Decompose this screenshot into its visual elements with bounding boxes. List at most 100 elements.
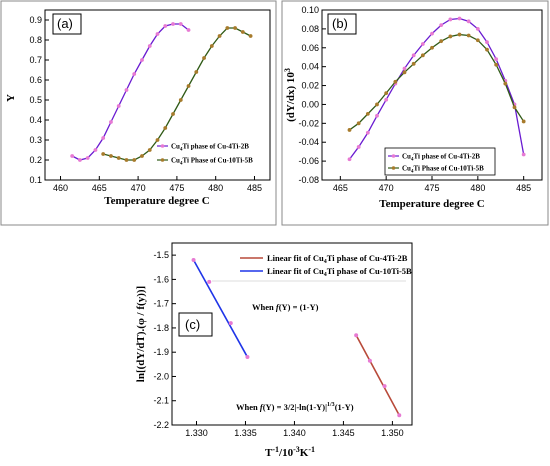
panel-a-legend: Cu4Ti phase of Cu-4Ti-2B Cu4Ti Phase of … [157, 143, 253, 167]
legend-a-label-2: Cu4Ti Phase of Cu-10Ti-5B [171, 157, 253, 167]
panel-b-series-line-1 [348, 17, 525, 160]
panel-b: 465 470 475 480 485 -0.08 -0.06 -0.04 -0.02 0.00 0… [283, 5, 543, 210]
panel-a-x-tick-label: 460 [53, 183, 68, 193]
panel-c-fit-line-2 [192, 259, 249, 358]
panel-a-y-tick-label: 0.2 [29, 155, 42, 165]
panel-b-point-2 [475, 38, 480, 43]
panel-a-plot-area [44, 9, 271, 181]
panel-b-point-1 [420, 42, 425, 46]
panel-c-series [191, 257, 402, 418]
panel-b-point-2 [411, 61, 416, 66]
panel-b-tag: (b) [332, 16, 348, 31]
panel-c-annotation-2: When f(Y) = 3/2|-ln(1-Y)|1/3(1-Y) [236, 402, 354, 412]
panel-b-point-1 [375, 113, 379, 118]
panel-c-point-1 [367, 358, 372, 363]
panel-b-y-tick-label: -0.02 [298, 118, 319, 128]
panel-b-point-2 [420, 53, 425, 58]
panel-b-point-2 [347, 128, 352, 132]
panel-c-x-tick-label: 1.335 [234, 428, 257, 438]
panel-b-y-tick-label: -0.08 [298, 175, 319, 185]
panel-b-y-tick-label: 0.00 [301, 99, 319, 109]
panel-b-point-1 [457, 16, 462, 21]
panel-b-point-2 [521, 119, 526, 124]
panel-a-series [70, 22, 253, 162]
panel-c-y-tick-label: -1.8 [153, 323, 169, 333]
panel-b-point-2 [402, 70, 407, 75]
panel-c-x-tick-label: 1.330 [185, 428, 208, 438]
panel-a-point-2 [225, 26, 230, 30]
panel-b-point-2 [466, 33, 471, 38]
panel-b-ylabel: (dY/dx) 103 [283, 68, 297, 122]
panel-b-point-2 [503, 81, 508, 86]
panel-c-point-2 [228, 321, 233, 326]
panel-c-y-tick-label: -2.2 [153, 420, 169, 430]
panel-a-y-tick-label: 0.4 [29, 115, 42, 125]
panel-a: 460 465 470 475 480 485 0.1 0.2 0.3 0.4 0.5 0.6 0.7 0… [5, 9, 271, 207]
panel-a-point-1 [140, 58, 144, 62]
panel-a-point-1 [186, 28, 191, 32]
panel-a-point-1 [163, 24, 168, 28]
panel-a-frame [0, 0, 277, 226]
panel-a-tag: (a) [57, 16, 73, 31]
panel-c-annotation-1: When f(Y) = (1-Y) [252, 302, 319, 312]
panel-c-ylabel: ln[(dY/dT).(φ / f(y))] [135, 286, 147, 382]
panel-a-point-1 [178, 22, 183, 26]
panel-b-x-tick-label: 480 [470, 183, 485, 193]
panel-c-y-tick-label: -1.7 [153, 299, 169, 309]
panel-b-x-tick-label: 465 [333, 183, 348, 193]
panel-a-series-line-1 [71, 23, 189, 161]
panel-a-y-tick-label: 0.8 [29, 35, 42, 45]
panel-a-y-tick-label: 0.9 [29, 15, 42, 25]
panel-a-point-2 [240, 30, 245, 34]
legend-c-label-1: Linear fit of Cu4Ti phase of Cu-4Ti-2B [267, 253, 408, 265]
panel-b-point-1 [439, 23, 444, 28]
panel-c-xlabel: T-1/10-3K-1 [265, 445, 315, 459]
panel-b-y-tick-label: 0.10 [301, 5, 319, 15]
panel-b-tag-box [327, 13, 357, 35]
legend-a-marker-2 [160, 158, 165, 162]
panel-c-fit-line-1 [355, 334, 400, 416]
panel-a-point-2 [124, 158, 129, 162]
panel-b-xlabel: Temperature degree C [379, 198, 485, 210]
panel-b-y-tick-label: -0.04 [298, 137, 319, 147]
panel-b-point-1 [521, 152, 526, 157]
panel-c-x-tick-label: 1.345 [332, 428, 355, 438]
panel-a-point-2 [202, 56, 206, 60]
panel-b-point-2 [512, 105, 517, 110]
panel-c-legend: Linear fit of Cu4Ti phase of Cu-4Ti-2B L… [212, 253, 412, 282]
panel-a-y-tick-label: 0.7 [29, 55, 42, 65]
panel-a-y-tick-label: 0.1 [29, 175, 42, 185]
panel-c-point-1 [382, 384, 387, 389]
panel-b-point-2 [393, 79, 398, 84]
panel-c-x-tick-label: 1.350 [381, 428, 404, 438]
panel-b-point-2 [485, 47, 489, 52]
panel-a-point-2 [233, 26, 237, 30]
panel-b-point-1 [475, 26, 480, 31]
panel-a-x-tick-label: 480 [208, 183, 223, 193]
legend-b-marker-2 [391, 166, 396, 170]
panel-a-point-2 [194, 70, 199, 74]
panel-a-point-1 [171, 22, 175, 26]
panel-b-point-2 [375, 102, 379, 107]
panel-a-point-1 [109, 120, 113, 124]
panel-b-ticks: 465 470 475 480 485 -0.08 -0.06 -0.04 -0.02 0.00 0… [298, 5, 531, 193]
panel-b-legend-box [384, 147, 496, 176]
panel-a-point-2 [116, 156, 121, 160]
panel-b-frame [281, 0, 549, 226]
panel-a-point-2 [155, 138, 160, 142]
panel-c-y-tick-label: -1.6 [153, 274, 169, 284]
panel-b-point-1 [466, 19, 471, 24]
panel-c-y-tick-label: -2.0 [153, 371, 169, 381]
panel-a-x-tick-label: 465 [92, 183, 107, 193]
panel-b-series-line-2 [349, 33, 525, 131]
panel-b-point-1 [347, 157, 352, 162]
panel-a-x-tick-label: 470 [131, 183, 146, 193]
legend-a-label-1: Cu4Ti phase of Cu-4Ti-2B [171, 143, 249, 153]
panel-c-point-1 [354, 333, 359, 338]
panel-b-point-1 [448, 17, 453, 22]
panel-a-point-1 [101, 136, 106, 140]
panel-b-point-2 [494, 62, 499, 67]
panel-b-point-2 [457, 32, 462, 37]
panel-b-point-1 [384, 97, 389, 102]
panel-a-series-line-2 [103, 27, 251, 161]
